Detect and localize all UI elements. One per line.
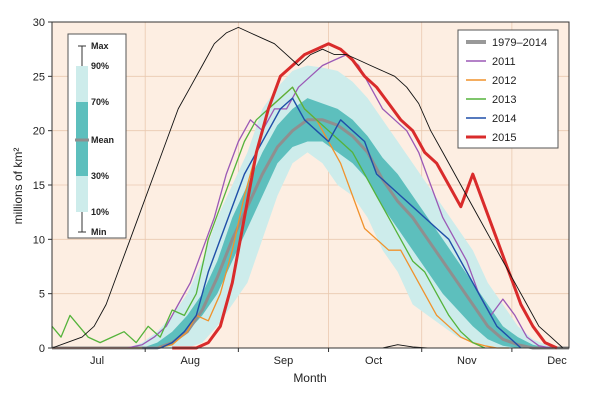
legend-box (457, 29, 559, 149)
series-line-2015 (172, 42, 558, 350)
x-tick-label-nov: Nov (457, 355, 477, 367)
series-line-max (51, 26, 564, 349)
band-legend-label-min: Min (91, 227, 107, 237)
legend-label-1979-2014: 1979–2014 (492, 37, 547, 49)
legend-label-2013: 2013 (492, 94, 516, 106)
band-legend-label-max: Max (91, 41, 109, 51)
y-axis-label: millions of km² (11, 148, 25, 225)
x-tick-label-sep: Sep (274, 355, 294, 367)
y-tick-label: 5 (39, 289, 45, 301)
series-line-2013 (51, 86, 486, 349)
band-legend: Max 90% 70% Mean 30% 10% Min (67, 33, 127, 239)
y-tick-label: 20 (33, 126, 45, 138)
series-line-1979-2014 (52, 118, 569, 350)
band-legend-label-70: 70% (91, 97, 109, 107)
series-line-2014 (142, 97, 522, 349)
percentile-bands (52, 65, 569, 348)
band-legend-label-30: 30% (91, 171, 109, 181)
series-line-2011 (52, 53, 552, 349)
y-tick-label: 0 (39, 343, 45, 355)
y-tick-label: 25 (33, 71, 45, 83)
legend-label-2011: 2011 (492, 56, 516, 68)
series-legend: 1979–2014 2011 2012 2013 2014 2015 (457, 29, 559, 149)
x-tick-label-aug: Aug (180, 355, 200, 367)
band-30-70 (52, 98, 569, 348)
x-axis-ticks: Jul Aug Sep Oct Nov Dec (90, 348, 567, 367)
x-tick-label-jul: Jul (90, 355, 104, 367)
band-legend-label-90: 90% (91, 61, 109, 71)
band-legend-label-mean: Mean (91, 135, 114, 145)
legend-label-2014: 2014 (492, 113, 516, 125)
legend-label-2012: 2012 (492, 75, 516, 87)
y-tick-label: 15 (33, 180, 45, 192)
legend-label-2015: 2015 (492, 132, 516, 144)
band-legend-label-10: 10% (91, 207, 109, 217)
x-tick-label-oct: Oct (365, 355, 382, 367)
y-tick-label: 30 (33, 17, 45, 29)
x-tick-label-dec: Dec (547, 355, 567, 367)
y-tick-label: 10 (33, 234, 45, 246)
y-axis-ticks: 0 5 10 15 20 25 30 (33, 17, 52, 355)
x-axis-label: Month (293, 371, 326, 385)
